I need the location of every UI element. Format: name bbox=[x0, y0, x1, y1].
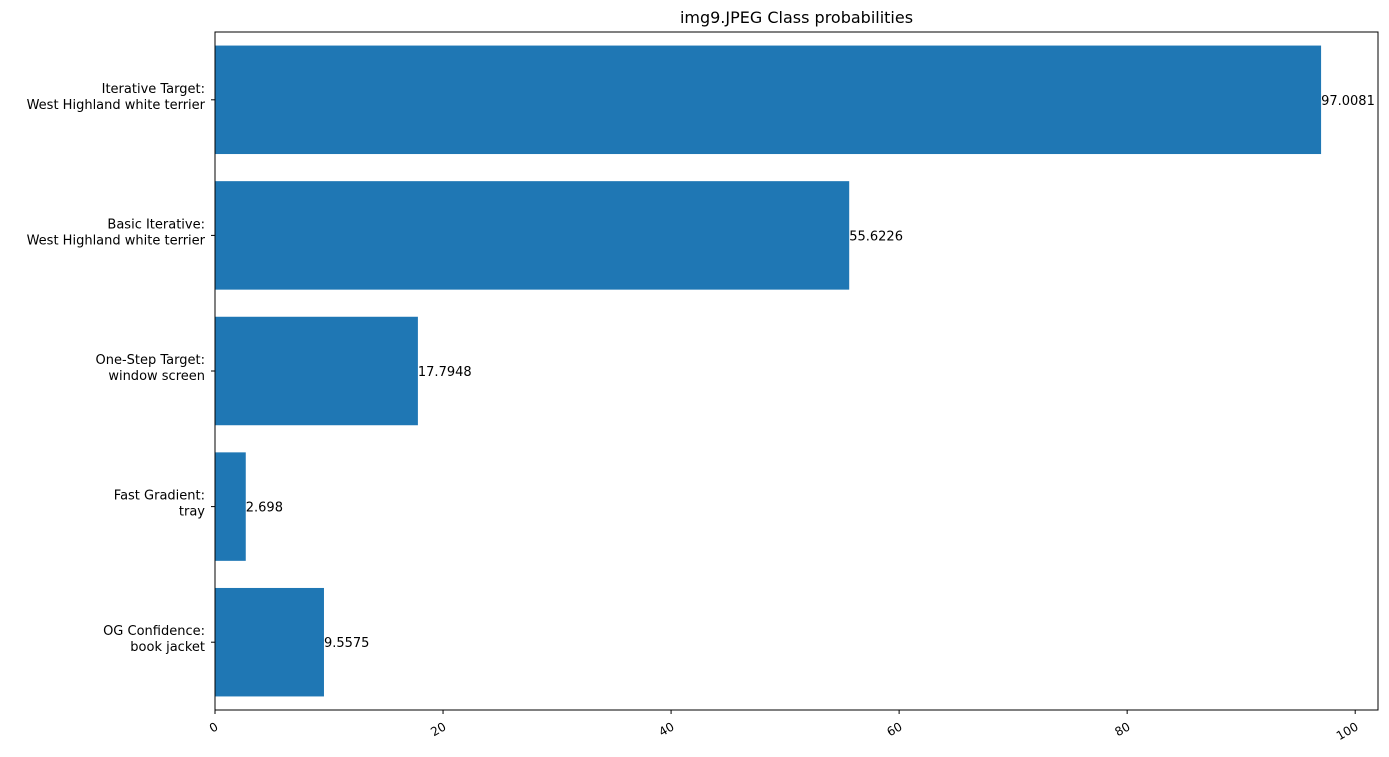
y-axis: OG Confidence:book jacket Fast Gradient:t… bbox=[27, 82, 215, 655]
y-tick-label: Basic Iterative: bbox=[107, 217, 205, 232]
y-tick-label: Fast Gradient: bbox=[114, 489, 205, 504]
chart-title: img9.JPEG Class probabilities bbox=[680, 8, 913, 27]
y-tick-label: West Highland white terrier bbox=[27, 233, 206, 248]
bar bbox=[215, 45, 1322, 155]
value-labels-group: 9.5575 2.698 17.7948 55.6226 97.0081 bbox=[246, 94, 1375, 651]
bar-value-label: 17.7948 bbox=[418, 365, 472, 380]
bar bbox=[215, 587, 324, 697]
bar bbox=[215, 452, 246, 561]
y-tick-label: One-Step Target: bbox=[96, 353, 206, 368]
bar bbox=[215, 316, 418, 426]
x-tick-label: 100 bbox=[1334, 719, 1361, 743]
x-tick-label: 0 bbox=[207, 719, 221, 735]
bars-group bbox=[215, 45, 1322, 697]
bar bbox=[215, 181, 850, 290]
y-tick-label: tray bbox=[179, 505, 205, 520]
bar-value-label: 97.0081 bbox=[1321, 94, 1375, 109]
x-tick-label: 80 bbox=[1112, 719, 1132, 739]
bar-value-label: 9.5575 bbox=[324, 636, 370, 651]
y-tick-label: West Highland white terrier bbox=[27, 98, 206, 113]
y-tick-label: Iterative Target: bbox=[102, 82, 205, 97]
bar-value-label: 2.698 bbox=[246, 501, 283, 516]
x-tick-label: 60 bbox=[884, 719, 904, 739]
y-tick-label: book jacket bbox=[130, 640, 205, 655]
bar-value-label: 55.6226 bbox=[849, 229, 903, 244]
y-tick-label: OG Confidence: bbox=[103, 624, 205, 639]
x-tick-label: 40 bbox=[656, 719, 676, 739]
x-tick-label: 20 bbox=[428, 719, 448, 739]
plot-frame bbox=[214, 31, 1379, 711]
y-tick-label: window screen bbox=[108, 369, 205, 384]
x-axis: 0 20 40 60 80 100 bbox=[207, 710, 1361, 743]
